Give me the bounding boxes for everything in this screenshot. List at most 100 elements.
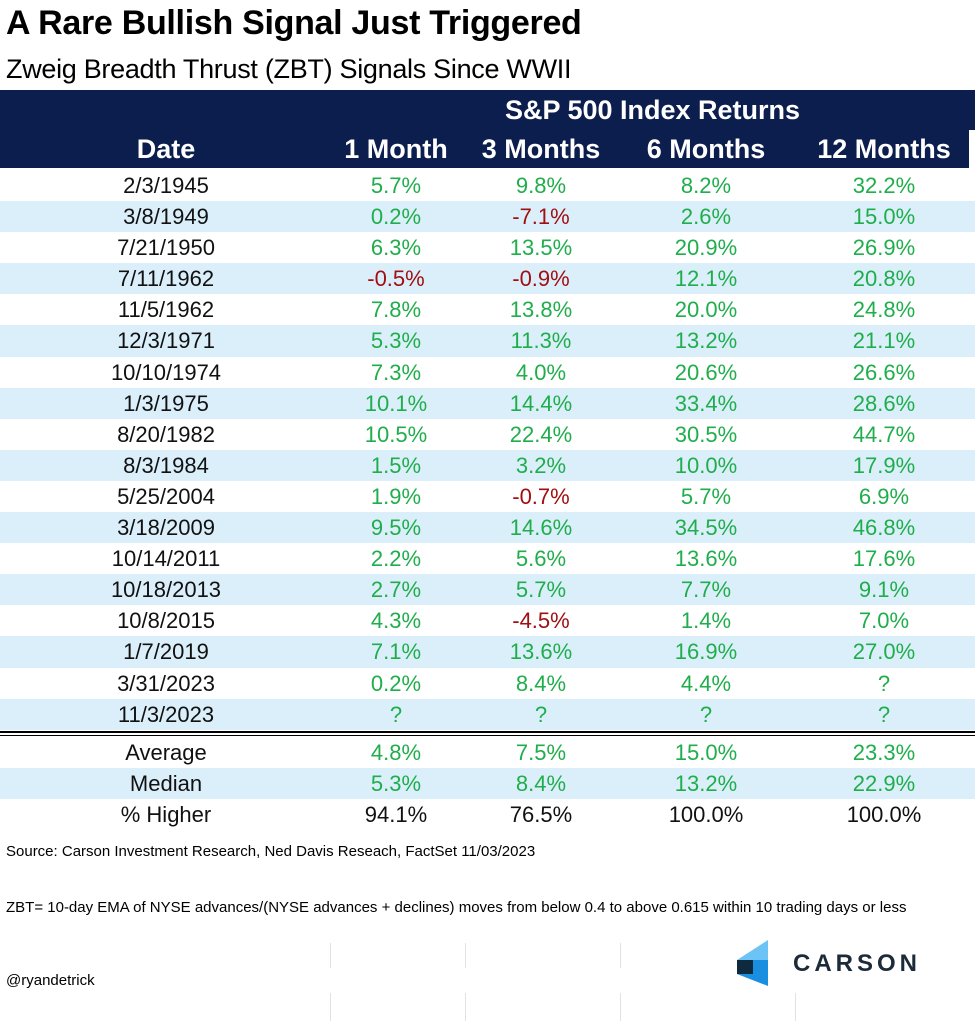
cell-6-months: 7.7%: [680, 577, 732, 603]
table-header: S&P 500 Index Returns Date 1 Month 3 Mon…: [0, 90, 975, 168]
cell-1-month: 7.1%: [370, 639, 422, 665]
cell-1-month: 9.5%: [370, 515, 422, 541]
cell-6-months: 20.6%: [674, 359, 738, 385]
carson-logo: CARSON: [735, 938, 945, 988]
cell-date: 3/8/1949: [123, 204, 209, 230]
cell-date: 2/3/1945: [123, 173, 209, 198]
table-row: 8/20/1982 10.5% 22.4% 30.5% 44.7%: [0, 419, 975, 450]
cell-12-months: 24.8%: [852, 297, 916, 323]
header-date: Date: [136, 134, 196, 164]
cell-3-months: 8.4%: [515, 770, 567, 796]
grid-line: [465, 993, 466, 1021]
table-row: 10/8/2015 4.3% -4.5% 1.4% 7.0%: [0, 605, 975, 636]
cell-3-months: 76.5%: [509, 801, 573, 827]
cell-3-months: -7.1%: [512, 204, 570, 230]
cell-12-months: 6.9%: [858, 483, 910, 509]
cell-date: 10/18/2013: [110, 577, 222, 603]
table-row: 12/3/1971 5.3% 11.3% 13.2% 21.1%: [0, 325, 975, 357]
cell-6-months: 34.5%: [674, 515, 738, 541]
header-group-label: S&P 500 Index Returns: [504, 95, 801, 125]
cell-3-months: 13.6%: [509, 639, 573, 665]
cell-3-months: 9.8%: [515, 173, 567, 198]
grid-line: [330, 993, 331, 1021]
table-row: 5/25/2004 1.9% -0.7% 5.7% 6.9%: [0, 481, 975, 512]
cell-date: 11/5/1962: [117, 297, 215, 323]
cell-6-months: 16.9%: [674, 639, 738, 665]
cell-12-months: 26.6%: [852, 359, 916, 385]
cell-date: 3/31/2023: [117, 670, 215, 696]
zbt-definition: ZBT= 10-day EMA of NYSE advances/(NYSE a…: [6, 899, 907, 916]
grid-line: [330, 943, 331, 968]
cell-3-months: 13.5%: [509, 235, 573, 261]
returns-table: 2/3/1945 5.7% 9.8% 8.2% 32.2% 3/8/1949 0.2% -7.…: [0, 170, 975, 830]
cell-3-months: 4.0%: [515, 359, 567, 385]
cell-date: 12/3/1971: [117, 328, 215, 354]
cell-1-month: 1.9%: [370, 483, 422, 509]
cell-3-months: 3.2%: [515, 452, 567, 478]
cell-12-months: 27.0%: [852, 639, 916, 665]
cell-6-months: 8.2%: [680, 173, 732, 198]
cell-3-months: 13.8%: [509, 297, 573, 323]
cell-1-month: 5.7%: [370, 173, 422, 198]
cell-date: 11/3/2023: [117, 701, 215, 727]
header-edge: [969, 130, 975, 168]
cell-3-months: 5.6%: [515, 546, 567, 572]
cell-3-months: -0.7%: [512, 483, 570, 509]
cell-12-months: 7.0%: [858, 608, 910, 634]
cell-12-months: 46.8%: [852, 515, 916, 541]
cell-3-months: 8.4%: [515, 670, 567, 696]
cell-1-month: ?: [389, 701, 403, 727]
cell-date: 1/7/2019: [123, 639, 209, 665]
cell-6-months: 1.4%: [680, 608, 732, 634]
header-3-months: 3 Months: [481, 134, 601, 164]
grid-line: [620, 943, 621, 968]
cell-3-months: ?: [534, 701, 548, 727]
cell-12-months: 17.9%: [852, 452, 916, 478]
cell-3-months: 11.3%: [510, 328, 572, 354]
summary-row: Median 5.3% 8.4% 13.2% 22.9%: [0, 767, 975, 799]
table-row: 1/3/1975 10.1% 14.4% 33.4% 28.6%: [0, 387, 975, 419]
cell-1-month: 4.3%: [370, 608, 422, 634]
cell-1-month: 6.3%: [370, 235, 422, 261]
table-row: 11/3/2023????: [0, 698, 975, 730]
grid-line: [795, 993, 796, 1021]
cell-1-month: 94.1%: [364, 801, 428, 827]
table-row: 10/14/2011 2.2% 5.6% 13.6% 17.6%: [0, 543, 975, 574]
cell-6-months: 33.4%: [674, 390, 738, 416]
cell-12-months: 15.0%: [852, 204, 916, 230]
cell-6-months: 20.0%: [674, 297, 738, 323]
cell-12-months: 23.3%: [852, 739, 916, 765]
cell-date: Median: [129, 770, 203, 796]
cell-6-months: ?: [699, 701, 713, 727]
cell-1-month: 2.2%: [370, 546, 422, 572]
cell-6-months: 100.0%: [668, 801, 744, 827]
cell-6-months: 30.5%: [674, 421, 738, 447]
cell-1-month: -0.5%: [367, 266, 425, 292]
cell-12-months: 22.9%: [852, 770, 916, 796]
cell-date: % Higher: [120, 801, 212, 827]
cell-3-months: -0.9%: [512, 266, 570, 292]
cell-3-months: 7.5%: [515, 739, 567, 765]
cell-12-months: 100.0%: [846, 801, 922, 827]
cell-date: 8/20/1982: [117, 421, 215, 447]
cell-date: 10/8/2015: [117, 608, 215, 634]
cell-12-months: 44.7%: [852, 421, 916, 447]
cell-1-month: 7.3%: [370, 359, 422, 385]
cell-12-months: 21.1%: [852, 328, 916, 354]
cell-3-months: 5.7%: [515, 577, 567, 603]
double-rule: [0, 730, 975, 736]
cell-6-months: 15.0%: [674, 739, 738, 765]
cell-6-months: 2.6%: [680, 204, 732, 230]
cell-6-months: 5.7%: [680, 483, 732, 509]
grid-line: [465, 943, 466, 968]
table-row: 7/21/1950 6.3% 13.5% 20.9% 26.9%: [0, 232, 975, 263]
cell-3-months: 22.4%: [509, 421, 573, 447]
summary-row: Average 4.8% 7.5% 15.0% 23.3%: [0, 737, 975, 768]
cell-date: 3/18/2009: [117, 515, 215, 541]
cell-6-months: 4.4%: [680, 670, 732, 696]
table-row: 8/3/1984 1.5% 3.2% 10.0% 17.9%: [0, 449, 975, 481]
page-title: A Rare Bullish Signal Just Triggered: [6, 4, 582, 42]
header-1-month: 1 Month: [344, 134, 448, 164]
cell-3-months: 14.4%: [509, 390, 573, 416]
cell-12-months: 9.1%: [858, 577, 910, 603]
